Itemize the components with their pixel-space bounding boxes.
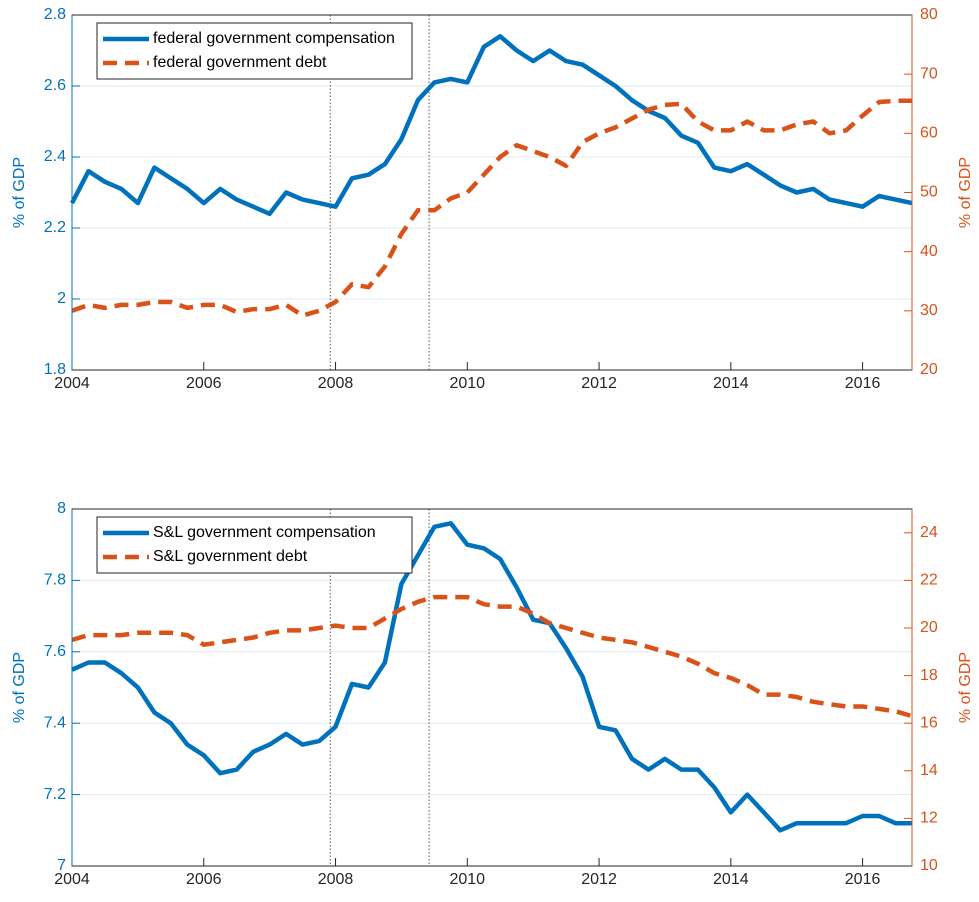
- x-tick-label: 2004: [54, 871, 90, 888]
- y2-tick-label: 16: [920, 714, 938, 731]
- y2-tick-label: 20: [920, 619, 938, 636]
- y-tick-label: 2.2: [44, 219, 66, 236]
- legend-label: federal government compensation: [153, 30, 395, 47]
- y2-tick-label: 60: [920, 125, 938, 142]
- legend-label: federal government debt: [153, 54, 327, 71]
- x-tick-label: 2014: [713, 375, 749, 392]
- y2-tick-label: 18: [920, 667, 938, 684]
- y2-tick-label: 40: [920, 243, 938, 260]
- y2-axis-label: % of GDP: [957, 157, 974, 228]
- y2-tick-label: 12: [920, 810, 938, 827]
- y2-tick-label: 14: [920, 762, 938, 779]
- y-tick-label: 8: [57, 500, 66, 517]
- y-tick-label: 2: [57, 290, 66, 307]
- y-tick-label: 7: [57, 857, 66, 874]
- y2-tick-label: 70: [920, 65, 938, 82]
- legend-label: S&L government debt: [153, 548, 308, 565]
- x-tick-label: 2010: [449, 871, 485, 888]
- series-line: [70, 34, 913, 217]
- x-tick-label: 2006: [186, 375, 222, 392]
- y2-tick-label: 80: [920, 6, 938, 23]
- y-tick-label: 1.8: [44, 361, 66, 378]
- y-tick-label: 7.6: [44, 643, 66, 660]
- y-axis-label: % of GDP: [11, 157, 28, 228]
- y2-axis-label: % of GDP: [957, 652, 974, 723]
- y2-tick-label: 24: [920, 524, 938, 541]
- x-tick-label: 2016: [845, 871, 881, 888]
- series-line: [71, 98, 912, 318]
- series-line: [71, 594, 913, 719]
- legend-box: [96, 516, 413, 574]
- y-tick-label: 7.2: [44, 786, 66, 803]
- legend-label: S&L government compensation: [153, 524, 376, 541]
- x-tick-label: 2008: [318, 375, 354, 392]
- y2-tick-label: 10: [920, 857, 938, 874]
- y-tick-label: 2.6: [44, 77, 66, 94]
- y2-tick-label: 30: [920, 302, 938, 319]
- y-tick-label: 2.8: [44, 6, 66, 23]
- x-tick-label: 2006: [186, 871, 222, 888]
- x-tick-label: 2012: [581, 375, 617, 392]
- y2-tick-label: 20: [920, 361, 938, 378]
- y-tick-label: 7.4: [44, 714, 66, 731]
- y2-tick-label: 50: [920, 184, 938, 201]
- y-axis-label: % of GDP: [11, 652, 28, 723]
- y2-tick-label: 22: [920, 572, 938, 589]
- y-tick-label: 2.4: [44, 148, 66, 165]
- x-tick-label: 2008: [318, 871, 354, 888]
- y-tick-label: 7.8: [44, 572, 66, 589]
- x-tick-label: 2014: [713, 871, 749, 888]
- x-tick-label: 2004: [54, 375, 90, 392]
- x-tick-label: 2012: [581, 871, 617, 888]
- x-tick-label: 2016: [845, 375, 881, 392]
- legend-box: [96, 22, 413, 80]
- series-line: [71, 521, 912, 833]
- x-tick-label: 2010: [449, 375, 485, 392]
